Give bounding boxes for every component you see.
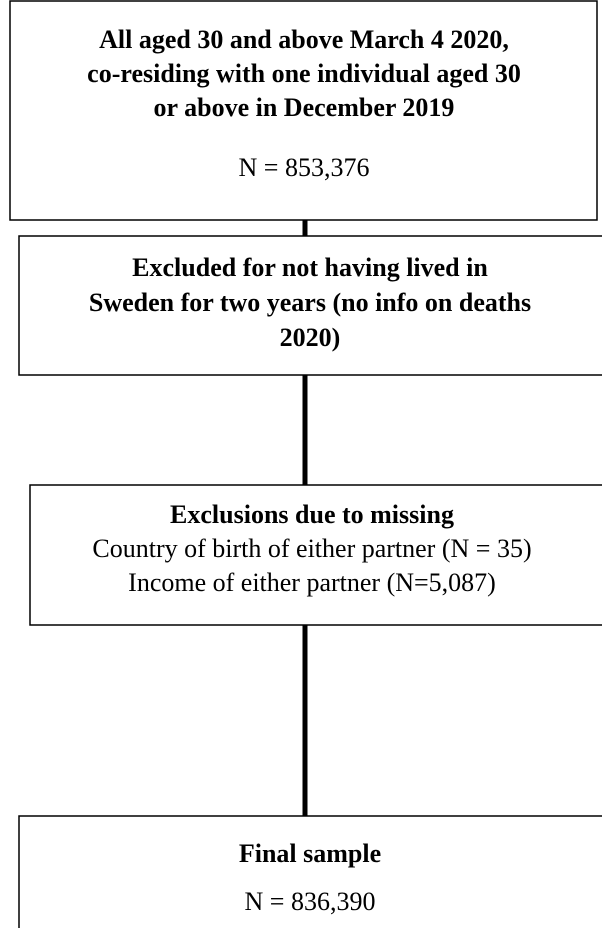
- box: [18, 235, 602, 376]
- box: [9, 0, 598, 221]
- node-count: N = 853,376: [239, 153, 370, 182]
- node-line: Country of birth of either partner (N = …: [92, 534, 531, 563]
- node-line: or above in December 2019: [154, 93, 455, 122]
- box: [18, 815, 602, 928]
- node-line: Sweden for two years (no info on deaths: [89, 288, 531, 317]
- node-line: Income of either partner (N=5,087): [128, 568, 496, 597]
- node-line: Final sample: [239, 839, 381, 868]
- node-line: Exclusions due to missing: [170, 500, 454, 529]
- node-count: N = 836,390: [245, 887, 376, 916]
- box: [29, 484, 602, 626]
- node-line: Excluded for not having lived in: [132, 253, 488, 282]
- node-line: All aged 30 and above March 4 2020,: [99, 25, 509, 54]
- node-line: co-residing with one individual aged 30: [87, 59, 521, 88]
- node-line: 2020): [280, 323, 341, 352]
